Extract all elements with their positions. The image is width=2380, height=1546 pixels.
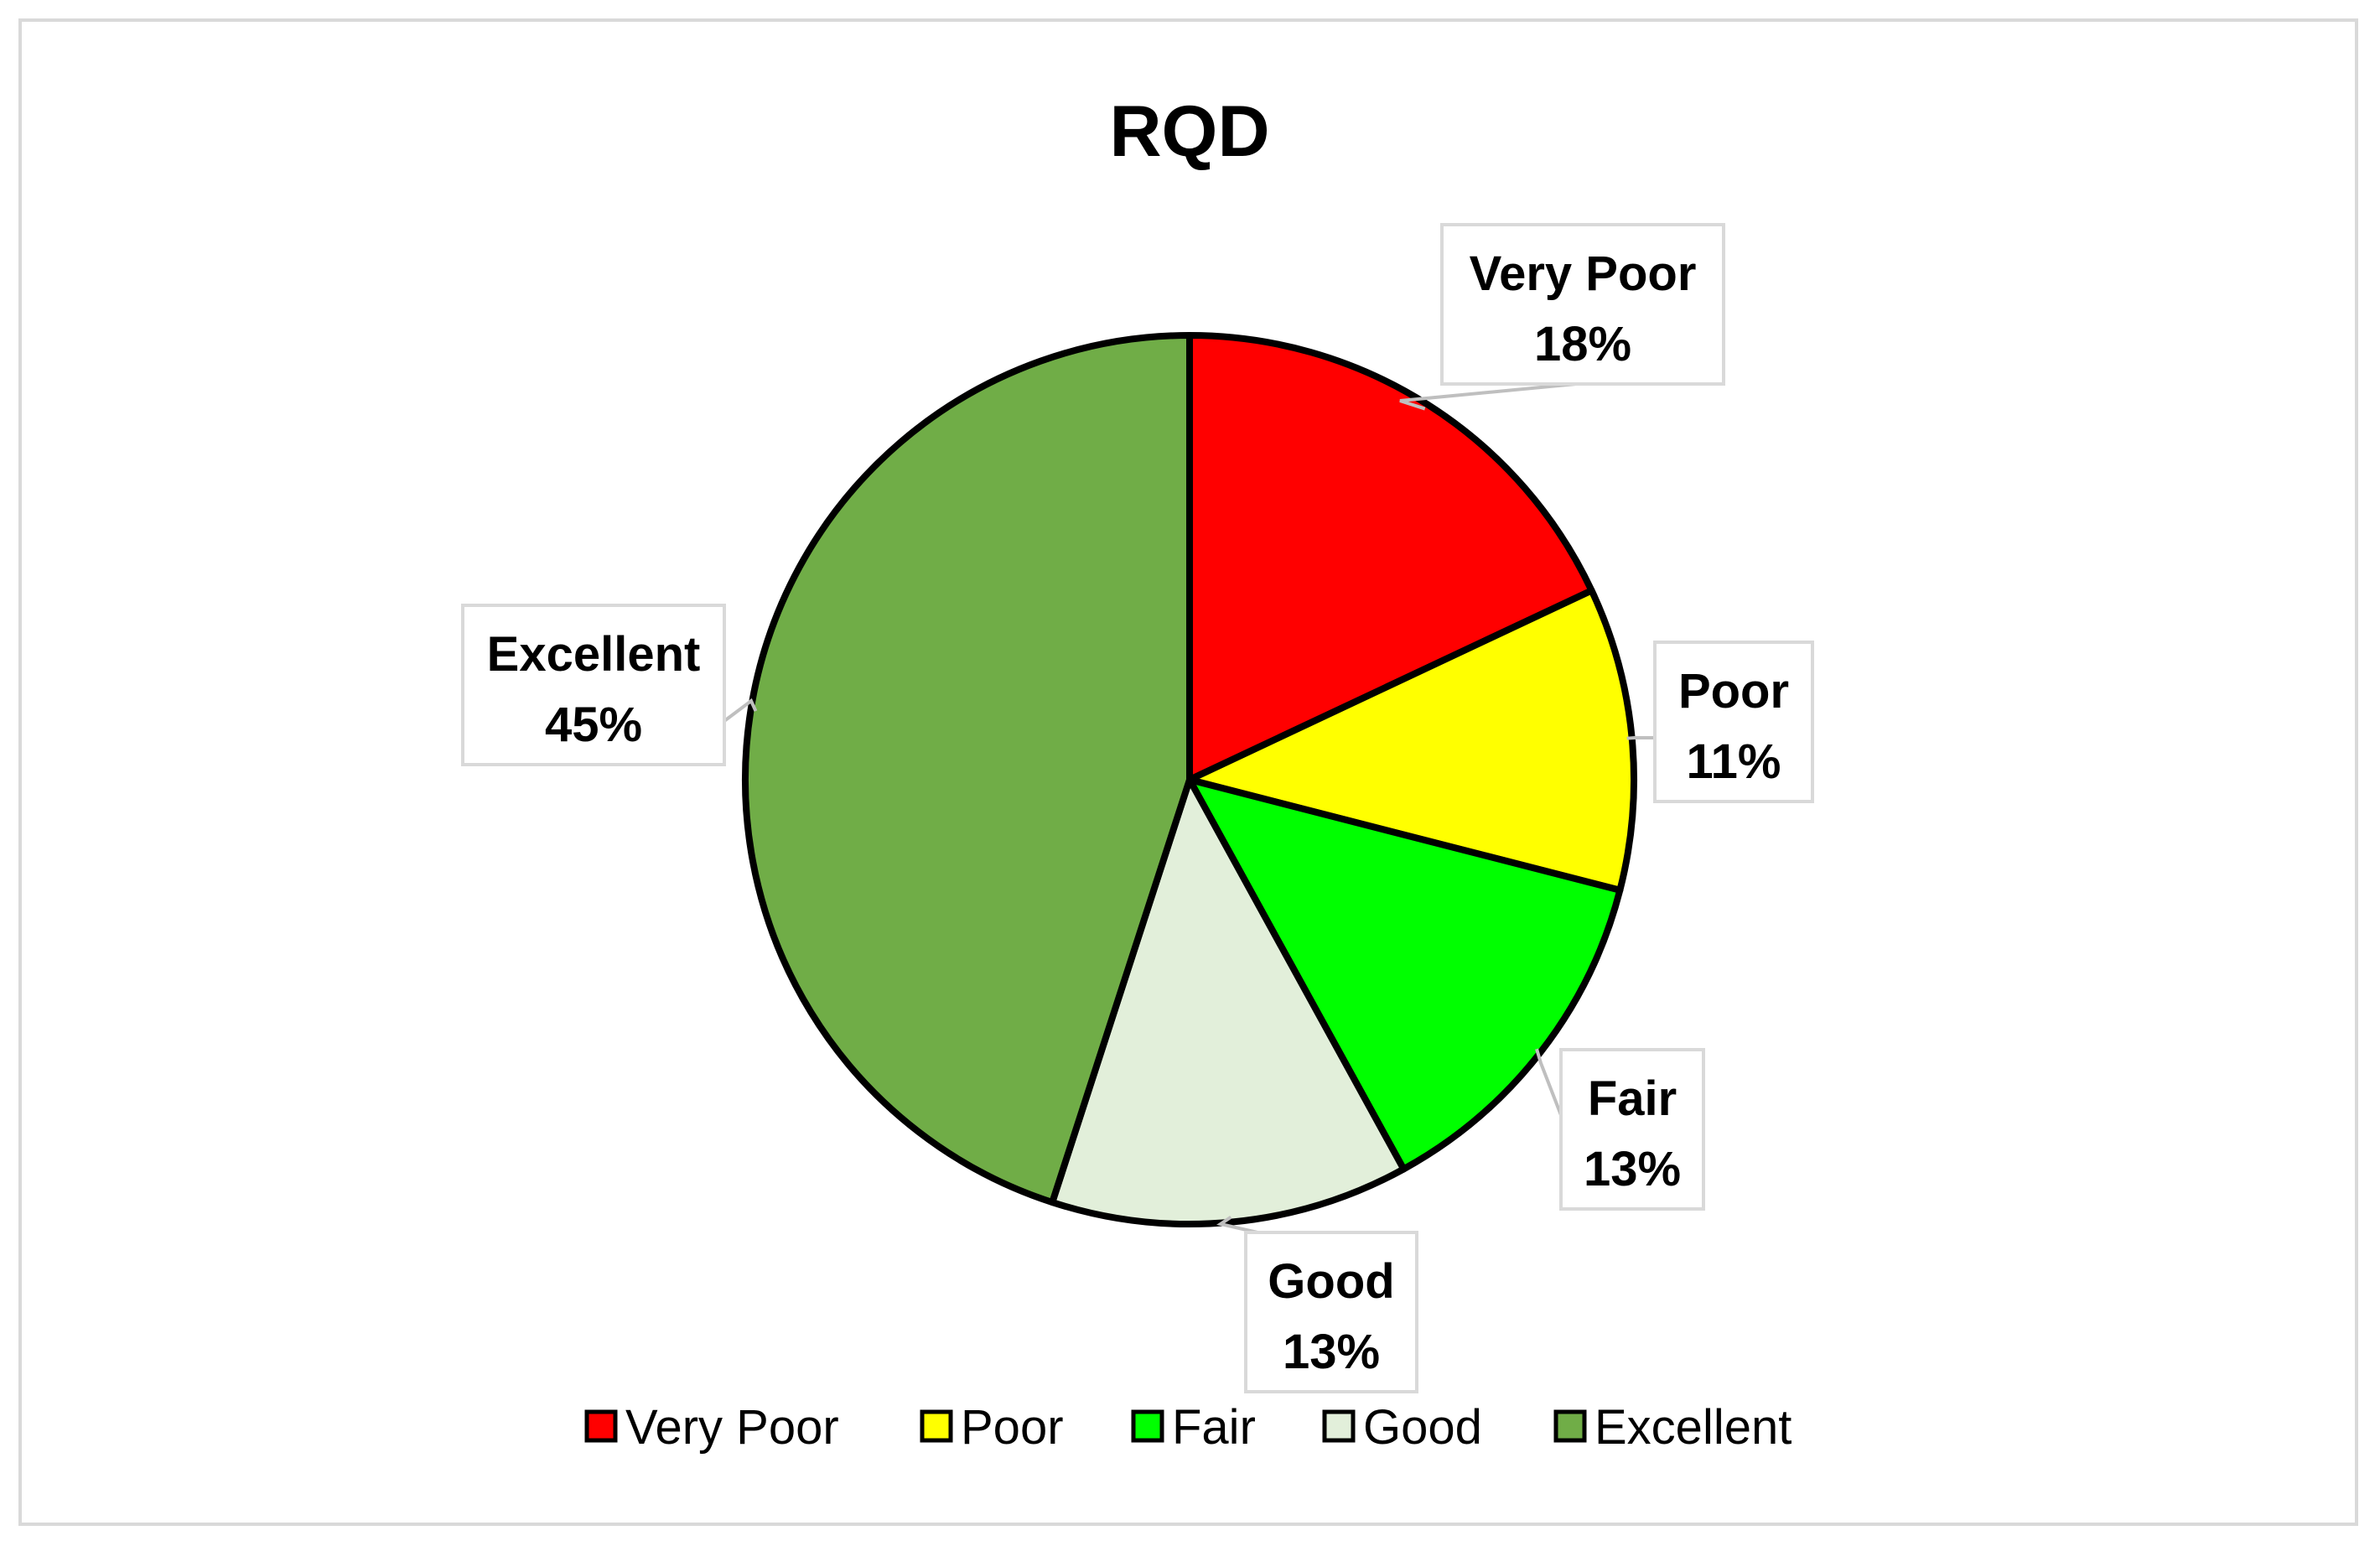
data-label-category-excellent: Excellent <box>487 627 701 682</box>
pie-slice-fair <box>1186 776 1624 1173</box>
chart-legend: Very Poor Poor Fair Good Excellent <box>584 1400 1791 1455</box>
data-label-percent-fair: 13% <box>1584 1142 1681 1196</box>
data-label-percent-excellent: 45% <box>545 698 642 752</box>
data-label-percent-good: 13% <box>1283 1325 1380 1379</box>
pie-slice-excellent <box>742 332 1193 1206</box>
callout-box-very-poor <box>1440 223 1725 386</box>
callout-leader-excellent <box>723 698 758 723</box>
callout-leader-fair <box>1535 1048 1563 1116</box>
chart-title: RQD <box>1109 91 1269 172</box>
legend-swatch-poor <box>920 1409 953 1443</box>
callout-leader-poor <box>1626 736 1655 740</box>
callout-box-excellent <box>461 604 726 766</box>
data-label-category-very-poor: Very Poor <box>1470 246 1697 301</box>
legend-label-poor: Poor <box>961 1400 1064 1455</box>
legend-label-good: Good <box>1363 1400 1482 1455</box>
legend-swatch-very-poor <box>584 1409 618 1443</box>
callout-box-fair <box>1559 1048 1705 1211</box>
callout-leader-very-poor <box>1399 382 1577 411</box>
legend-swatch-good <box>1322 1409 1356 1443</box>
callout-leaders <box>723 382 1655 1234</box>
data-label-category-poor: Poor <box>1678 664 1789 719</box>
data-label-category-good: Good <box>1268 1254 1394 1309</box>
legend-label-fair: Fair <box>1172 1400 1256 1455</box>
data-label-percent-very-poor: 18% <box>1534 317 1631 371</box>
data-label-category-fair: Fair <box>1588 1071 1677 1126</box>
callout-leader-good <box>1216 1216 1258 1234</box>
legend-swatch-fair <box>1131 1409 1164 1443</box>
callout-box-poor <box>1653 641 1814 803</box>
data-label-percent-poor: 11% <box>1687 734 1781 789</box>
callout-box-good <box>1244 1231 1418 1393</box>
legend-swatch-excellent <box>1553 1409 1587 1443</box>
pie-slices <box>742 332 1637 1227</box>
legend-label-very-poor: Very Poor <box>625 1400 839 1455</box>
legend-label-excellent: Excellent <box>1594 1400 1791 1455</box>
data-label-callouts: Very Poor 18% Poor 11% Fair 13% Good 13% Excelle… <box>461 223 1814 1393</box>
pie-slice-very-poor <box>1186 332 1595 783</box>
pie-slice-good <box>1049 776 1408 1227</box>
